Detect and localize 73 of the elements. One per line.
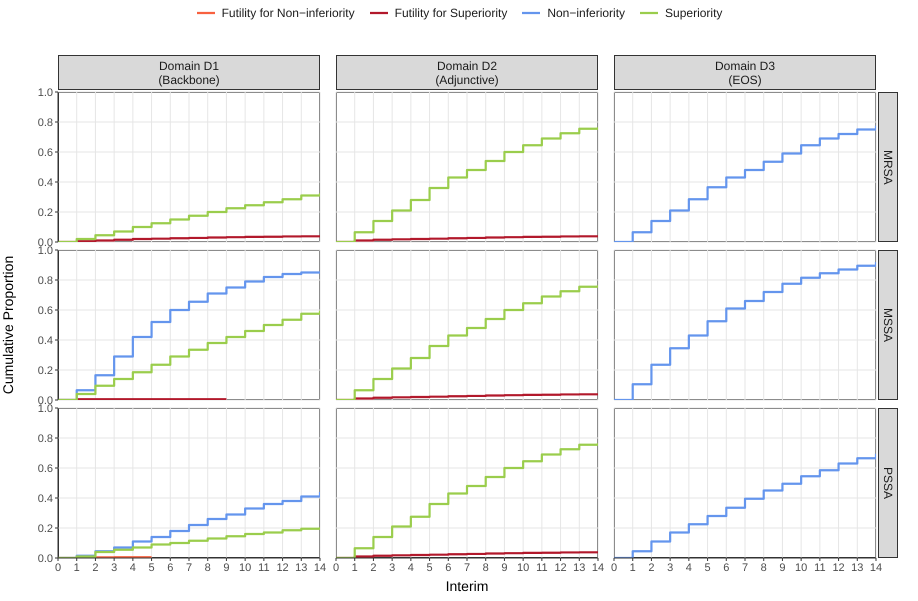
- x-tick-label: 4: [686, 562, 692, 574]
- x-tick-label: 6: [445, 562, 452, 574]
- y-tick-label: 0.2: [38, 522, 53, 535]
- x-tick-label: 11: [814, 562, 826, 574]
- x-tick-label: 0: [610, 562, 618, 574]
- x-tick-label: 7: [464, 562, 470, 574]
- x-tick-label: 10: [517, 562, 530, 574]
- x-tick-label: 3: [111, 562, 118, 574]
- y-tick-label: 0.8: [38, 432, 53, 445]
- y-tick-label: 0.6: [38, 146, 53, 159]
- x-tick-label: 12: [832, 562, 845, 574]
- x-tick-label: 3: [667, 562, 674, 574]
- x-tick-label: 10: [239, 562, 252, 574]
- x-tick-label: 8: [482, 562, 489, 574]
- chart-title: Domain D3 (EOS): [714, 58, 776, 86]
- x-tick-label: 2: [370, 562, 376, 574]
- x-tick-label: 1: [74, 562, 80, 574]
- chart-title: Domain D2 (Adjunctive): [435, 58, 499, 86]
- legend-label: Futility for Superiority: [394, 6, 508, 20]
- x-tick-label: 14: [870, 562, 882, 574]
- chart-title: Domain D1 (Backbone): [158, 58, 220, 86]
- x-tick-label: 13: [573, 562, 586, 574]
- x-tick-label: 9: [223, 562, 230, 574]
- y-tick-label: 0.4: [38, 492, 53, 505]
- x-tick-label: 6: [167, 562, 174, 574]
- x-tick-label: 13: [295, 562, 308, 574]
- y-tick-label: 0.2: [38, 364, 53, 377]
- y-tick-label: 0.8: [38, 274, 53, 287]
- x-tick-label: 5: [704, 562, 711, 574]
- x-axis-title: Interim: [444, 578, 490, 594]
- x-tick-label: 12: [554, 562, 567, 574]
- x-tick-label: 5: [148, 562, 155, 574]
- x-tick-label: 9: [501, 562, 508, 574]
- x-tick-label: 10: [795, 562, 808, 574]
- x-tick-label: 8: [760, 562, 767, 574]
- x-tick-label: 3: [389, 562, 396, 574]
- y-tick-label: 0.6: [38, 462, 53, 475]
- x-tick-label: 7: [742, 562, 748, 574]
- x-tick-label: 0: [54, 562, 62, 574]
- x-tick-label: 14: [592, 562, 604, 574]
- y-tick-label: 1.0: [38, 402, 53, 415]
- text: MRSA: [881, 150, 895, 184]
- x-tick-label: 12: [276, 562, 289, 574]
- x-tick-label: 6: [723, 562, 730, 574]
- x-tick-label: 2: [648, 562, 654, 574]
- x-tick-label: 1: [630, 562, 636, 574]
- x-tick-label: 4: [408, 562, 414, 574]
- x-tick-label: 7: [186, 562, 192, 574]
- y-tick-label: 0.4: [38, 176, 53, 189]
- y-tick-label: 1.0: [38, 86, 53, 99]
- x-tick-label: 9: [779, 562, 786, 574]
- y-axis-title: Cumulative Proportion: [0, 254, 17, 396]
- x-tick-label: 1: [352, 562, 358, 574]
- x-tick-label: 13: [851, 562, 864, 574]
- x-tick-label: 5: [426, 562, 433, 574]
- legend-label: Futility for Non−inferiority: [222, 6, 355, 20]
- x-tick-label: 0: [332, 562, 340, 574]
- x-tick-label: 11: [258, 562, 270, 574]
- y-tick-label: 0.8: [38, 116, 53, 129]
- x-tick-label: 8: [204, 562, 211, 574]
- text: PSSA: [881, 466, 895, 499]
- x-tick-label: 4: [130, 562, 136, 574]
- legend-label: Superiority: [665, 6, 722, 20]
- text: MSSA: [881, 308, 895, 342]
- y-tick-label: 1.0: [38, 244, 53, 257]
- x-tick-label: 14: [314, 562, 326, 574]
- y-tick-label: 0.4: [38, 334, 53, 347]
- x-tick-label: 11: [536, 562, 548, 574]
- legend-label: Non−inferiority: [547, 6, 626, 20]
- y-tick-label: 0.2: [38, 206, 53, 219]
- y-tick-label: 0.0: [38, 552, 53, 565]
- y-tick-label: 0.6: [38, 304, 53, 317]
- x-tick-label: 2: [92, 562, 98, 574]
